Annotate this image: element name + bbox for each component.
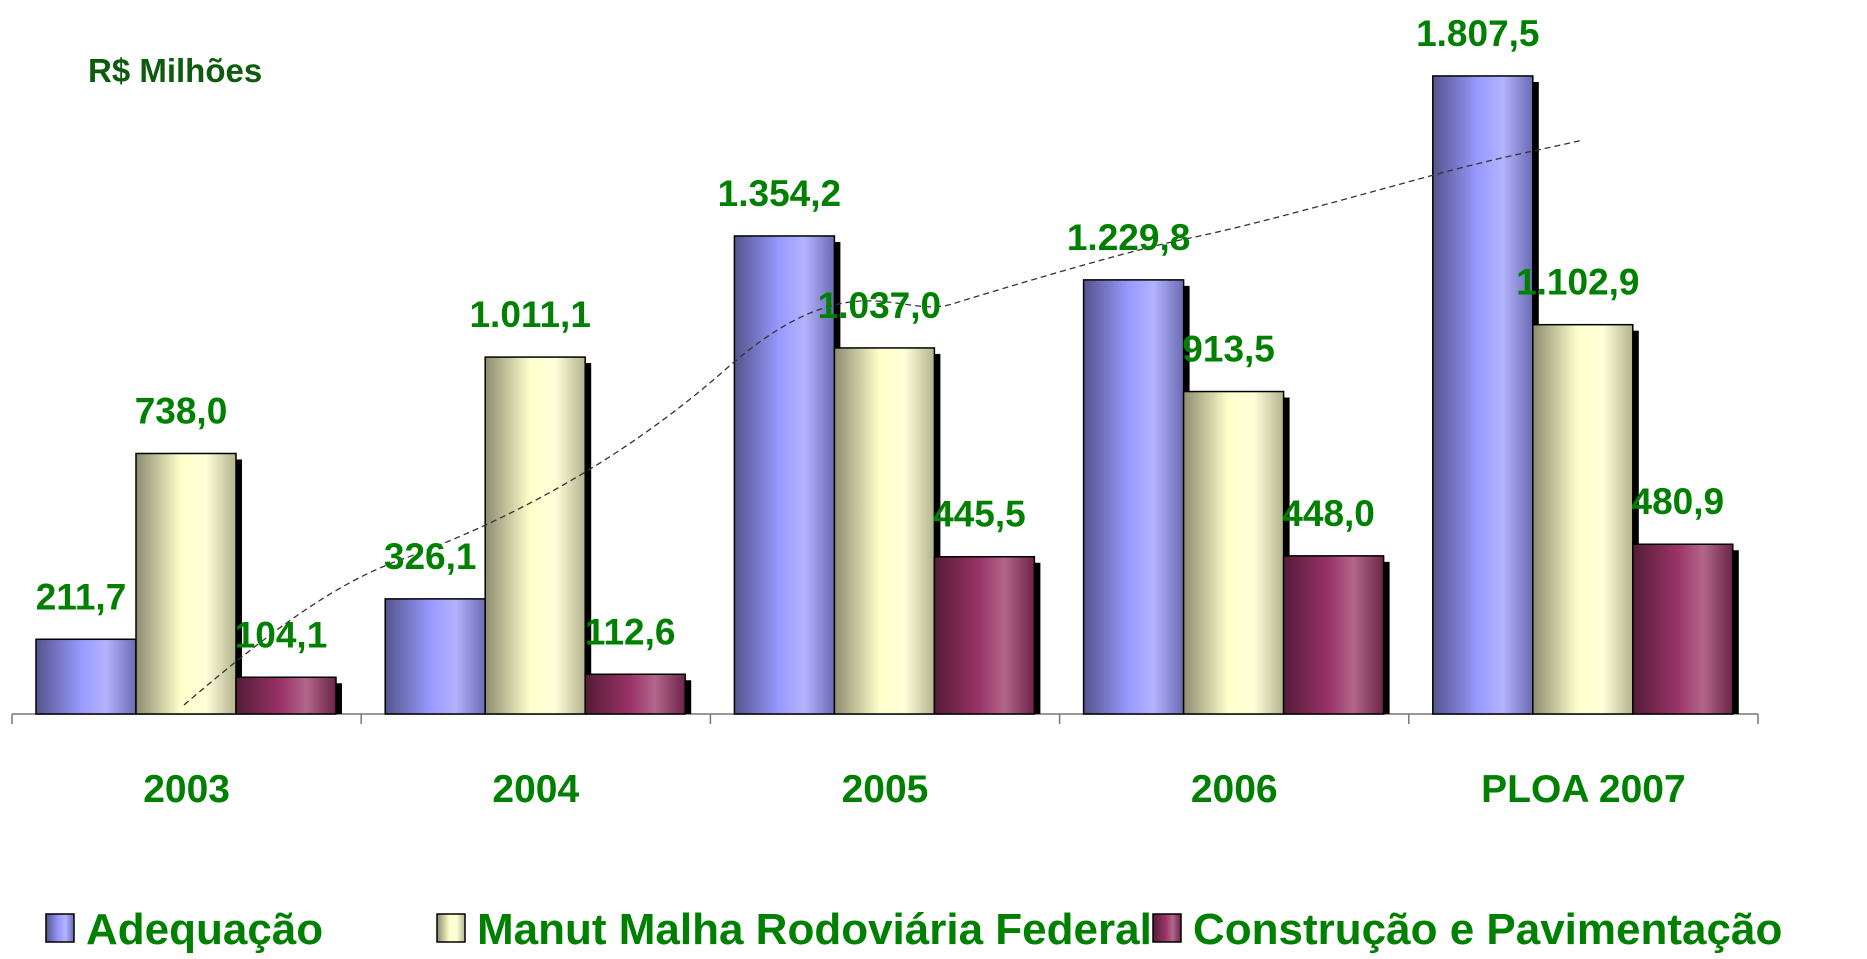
value-label: 480,9 [1632, 481, 1725, 522]
labels: 2003 211,7 738,0 104,1 2004 326,1 1.011,1 112,6… [36, 13, 1783, 954]
bar [1532, 323, 1634, 715]
value-label: 738,0 [135, 390, 228, 431]
value-label: 112,6 [585, 611, 676, 652]
x-tick-label: 2004 [492, 768, 579, 811]
value-label: 913,5 [1182, 329, 1275, 370]
value-label: 445,5 [933, 494, 1026, 535]
value-label: 1.229,8 [1067, 217, 1190, 258]
x-tick-label: 2003 [143, 768, 230, 811]
bar [1182, 390, 1285, 715]
value-label: 211,7 [36, 576, 127, 617]
legend-swatch [45, 913, 75, 943]
plot [11, 75, 1759, 724]
value-label: 1.102,9 [1516, 262, 1639, 303]
bar [135, 452, 237, 715]
x-tick-label: 2005 [842, 768, 929, 811]
value-label: 1.354,2 [718, 173, 841, 214]
value-label: 104,1 [235, 614, 328, 655]
legend-label: Manut Malha Rodoviária Federal [477, 905, 1152, 954]
bar [384, 598, 486, 715]
value-label: 448,0 [1282, 493, 1375, 534]
legend-label: Adequação [86, 905, 323, 954]
chart-title: R$ Milhões [88, 52, 262, 89]
bar [1282, 555, 1385, 715]
legend-swatch [1152, 913, 1182, 943]
bar [1632, 543, 1734, 715]
bar [584, 673, 686, 715]
bar [1432, 75, 1534, 715]
legend-swatch [436, 913, 466, 943]
value-label: 326,1 [384, 536, 477, 577]
value-label: 1.011,1 [469, 294, 590, 335]
bar [933, 555, 1036, 715]
value-label: 1.037,0 [818, 285, 941, 326]
bar [733, 235, 836, 715]
legend-label: Construção e Pavimentação [1193, 905, 1782, 954]
value-label: 1.807,5 [1416, 13, 1539, 54]
bar [235, 676, 337, 715]
bar [35, 638, 137, 715]
trend-line [183, 139, 1584, 706]
bar [833, 347, 936, 715]
x-tick-label: 2006 [1191, 768, 1278, 811]
bar [484, 356, 586, 715]
bar [1082, 279, 1185, 715]
x-tick-label: PLOA 2007 [1481, 768, 1685, 811]
